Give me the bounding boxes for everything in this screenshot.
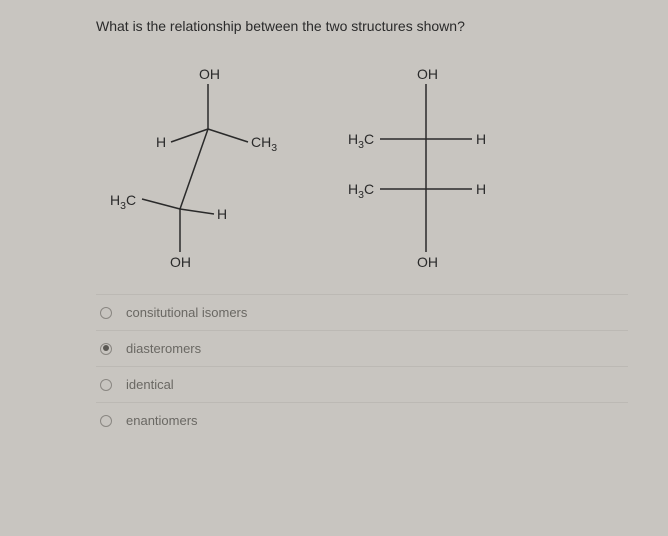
right-oh-bottom: OH <box>417 254 438 270</box>
right-oh-top: OH <box>417 66 438 82</box>
left-oh-top: OH <box>199 66 220 82</box>
right-h-lower: H <box>476 181 486 197</box>
radio-icon <box>100 343 112 355</box>
left-h-upper: H <box>156 134 166 150</box>
option-diastereomers[interactable]: diasteromers <box>96 330 628 366</box>
radio-icon <box>100 307 112 319</box>
option-constitutional[interactable]: consitutional isomers <box>96 294 628 330</box>
right-h3c-lower: H3C <box>348 181 374 201</box>
option-label: identical <box>126 377 174 392</box>
radio-icon <box>100 415 112 427</box>
answer-options: consitutional isomers diasteromers ident… <box>96 294 628 438</box>
left-h-lower: H <box>217 206 227 222</box>
option-enantiomers[interactable]: enantiomers <box>96 402 628 438</box>
radio-icon <box>100 379 112 391</box>
structure-left-lines <box>96 54 336 274</box>
option-label: enantiomers <box>126 413 198 428</box>
left-h3c: H3C <box>110 192 136 212</box>
right-h-upper: H <box>476 131 486 147</box>
option-identical[interactable]: identical <box>96 366 628 402</box>
question-text: What is the relationship between the two… <box>96 18 628 34</box>
left-oh-bottom: OH <box>170 254 191 270</box>
right-h3c-upper: H3C <box>348 131 374 151</box>
chemical-structures: OH H CH3 H3C H OH OH H3C H H3C H OH <box>96 54 628 284</box>
structure-right-lines <box>326 54 526 274</box>
option-label: diasteromers <box>126 341 201 356</box>
left-ch3: CH3 <box>251 134 277 154</box>
option-label: consitutional isomers <box>126 305 247 320</box>
